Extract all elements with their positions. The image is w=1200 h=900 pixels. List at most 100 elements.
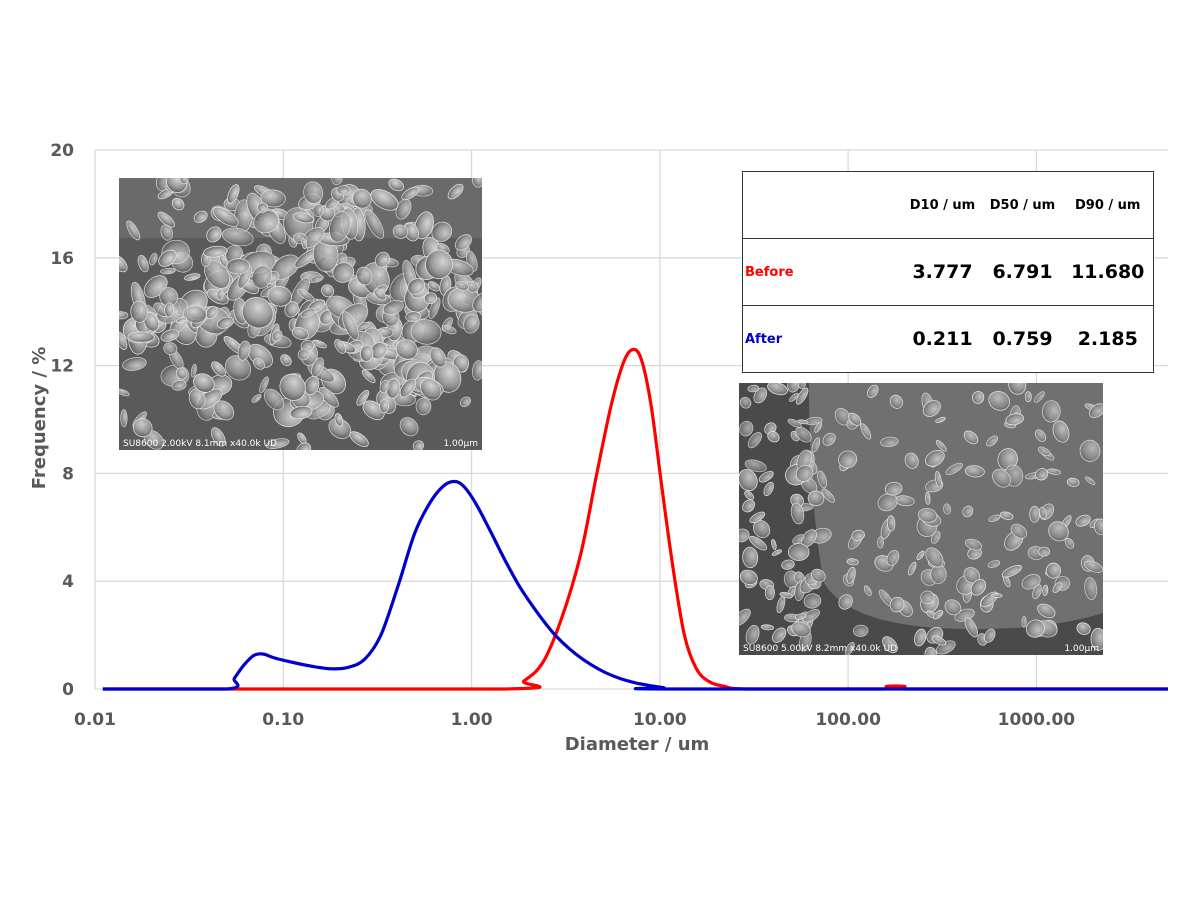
sem-particle — [429, 347, 447, 368]
y-tick-label: 8 — [62, 464, 74, 484]
sem-particle — [848, 412, 862, 426]
sem-particle — [122, 357, 147, 371]
x-tick-label: 0.01 — [74, 710, 116, 730]
sem-particle — [1052, 582, 1063, 593]
sem-particle — [297, 288, 315, 302]
sem-particle — [991, 593, 1003, 598]
sem-particle — [907, 561, 917, 576]
sem-particle — [753, 387, 768, 404]
sem-particle — [821, 488, 835, 503]
sem-particle — [119, 254, 128, 273]
sem-particle — [781, 559, 795, 570]
sem-particle — [983, 628, 996, 643]
sem-particle — [1034, 429, 1047, 442]
sem-particle — [328, 211, 351, 243]
sem-particle — [304, 376, 320, 396]
sem-particle — [889, 394, 904, 409]
table-row-before: Before 3.777 6.791 11.680 — [742, 238, 1154, 306]
sem-particle — [395, 339, 418, 360]
sem-particle — [472, 360, 482, 381]
sem-particle — [886, 549, 900, 566]
sem-particle — [163, 342, 178, 355]
sem-particle — [739, 420, 754, 437]
sem-particle — [149, 252, 158, 266]
sem-particle — [182, 305, 207, 324]
sem-particle — [356, 389, 370, 406]
sem-particle — [472, 291, 482, 313]
sem-particle — [292, 212, 314, 224]
sem-particle — [423, 292, 438, 305]
sem-particle — [334, 412, 344, 427]
sem-particle — [931, 635, 947, 646]
sem-particle — [455, 280, 469, 291]
sem-particle — [999, 511, 1014, 520]
sem-particle — [925, 491, 931, 505]
sem-particle — [364, 209, 385, 239]
sem-particle — [747, 432, 763, 449]
sem-particle — [886, 515, 896, 532]
sem-particle — [157, 211, 175, 228]
sem-particle — [401, 186, 420, 201]
sem-texture-after — [739, 383, 1103, 655]
sem-particle — [844, 641, 855, 655]
sem-particle — [1088, 403, 1103, 418]
sem-particle — [291, 326, 309, 340]
sem-particle — [341, 311, 359, 341]
sem-particle — [924, 646, 938, 655]
sem-particle — [188, 388, 206, 410]
sem-particle — [310, 274, 324, 283]
table-row-after: After 0.211 0.759 2.185 — [742, 305, 1154, 373]
sem-particle — [992, 469, 1011, 488]
sem-particle — [296, 442, 312, 450]
sem-particle — [851, 529, 865, 541]
sem-particle — [797, 383, 807, 389]
sem-particle — [227, 184, 240, 204]
sem-particle — [410, 319, 442, 345]
sem-particle — [1038, 546, 1050, 557]
after-d50: 0.759 — [982, 305, 1063, 373]
sem-particle — [771, 627, 787, 643]
sem-particle — [797, 419, 809, 425]
sem-particle — [962, 505, 974, 518]
sem-particle — [838, 450, 858, 469]
sem-particle — [428, 297, 441, 319]
sem-particle — [127, 331, 155, 343]
sem-particle — [795, 426, 812, 443]
sem-particle — [789, 392, 799, 402]
sem-particle — [904, 452, 919, 469]
sem-particle — [379, 379, 390, 394]
sem-particle — [193, 210, 208, 223]
sem-particle — [922, 400, 941, 417]
before-d50: 6.791 — [982, 238, 1063, 306]
sem-particle — [795, 464, 814, 482]
sem-particle — [988, 391, 1011, 411]
sem-particle — [210, 427, 226, 447]
sem-particle — [132, 418, 153, 438]
y-tick-label: 20 — [50, 141, 74, 161]
sem-particle — [1001, 564, 1022, 578]
sem-particle — [739, 469, 758, 492]
sem-particle — [318, 387, 339, 408]
sem-particle — [814, 421, 823, 433]
sem-particle — [1010, 523, 1028, 539]
sem-particle — [373, 288, 387, 301]
sem-particle — [160, 329, 180, 342]
series-lines — [102, 347, 1168, 691]
sem-particle — [289, 405, 313, 420]
y-axis-ticks: 0 4 8 12 16 20 — [50, 141, 74, 700]
sem-particle — [463, 314, 480, 334]
sem-particle — [175, 367, 188, 380]
sem-particle — [370, 189, 399, 211]
sem-particle — [212, 206, 239, 227]
sem-particle — [749, 511, 766, 524]
sem-particle — [1037, 446, 1051, 457]
x-tick-label: 10.00 — [633, 710, 687, 730]
sem-particle — [914, 628, 927, 647]
sem-particle — [137, 254, 149, 273]
sem-particle — [130, 300, 149, 323]
sem-particle — [987, 560, 1001, 568]
sem-caption-before: SU8600 2.00kV 8.1mm x40.0k UD 1.00μm — [123, 439, 478, 449]
sem-particle — [742, 499, 755, 513]
sem-particle — [791, 621, 811, 638]
y-tick-label: 16 — [50, 249, 74, 269]
